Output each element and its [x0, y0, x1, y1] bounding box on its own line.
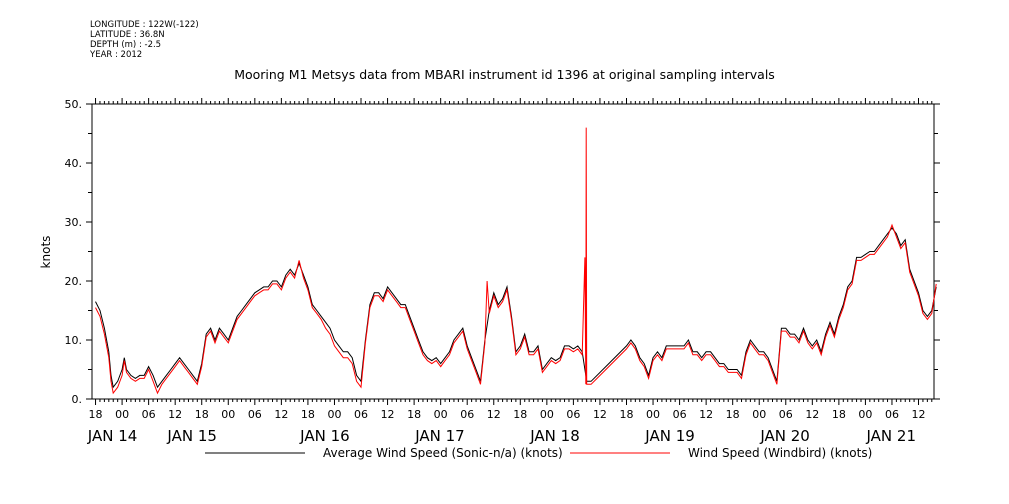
- x-tick-label: 06: [248, 408, 262, 421]
- latitude-label: LATITUDE : 36.8N: [90, 30, 165, 40]
- x-day-label: JAN 15: [166, 427, 217, 445]
- x-tick-label: 06: [354, 408, 368, 421]
- chart-title: Mooring M1 Metsys data from MBARI instru…: [234, 67, 775, 82]
- legend-label-windbird: Wind Speed (Windbird) (knots): [688, 446, 872, 460]
- x-tick-label: 18: [513, 408, 527, 421]
- x-tick-label: 00: [221, 408, 235, 421]
- x-tick-label: 18: [726, 408, 740, 421]
- x-tick-label: 00: [434, 408, 448, 421]
- x-tick-label: 00: [858, 408, 872, 421]
- x-day-label: JAN 17: [414, 427, 465, 445]
- y-tick-label: 50.: [65, 98, 83, 111]
- x-tick-label: 12: [487, 408, 501, 421]
- y-tick-labels: 0. 10. 20. 30. 40. 50.: [65, 98, 83, 406]
- legend: Average Wind Speed (Sonic-n/a) (knots) W…: [205, 446, 872, 460]
- x-tick-label: 06: [885, 408, 899, 421]
- x-tick-label: 18: [619, 408, 633, 421]
- y-tick-label: 10.: [65, 334, 83, 347]
- x-tick-label: 12: [168, 408, 182, 421]
- x-tick-label: 06: [673, 408, 687, 421]
- x-tick-label: 12: [274, 408, 288, 421]
- x-day-label: JAN 19: [644, 427, 695, 445]
- x-day-label: JAN 18: [529, 427, 580, 445]
- x-tick-label: 00: [115, 408, 129, 421]
- y-tick-label: 0.: [72, 393, 83, 406]
- x-tick-label: 18: [832, 408, 846, 421]
- series-line-average-wind-speed: [95, 227, 937, 389]
- x-day-label: JAN 14: [87, 427, 138, 445]
- x-day-label: JAN 16: [299, 427, 350, 445]
- x-tick-label: 06: [779, 408, 793, 421]
- x-tick-label: 12: [912, 408, 926, 421]
- x-tick-label: 00: [540, 408, 554, 421]
- x-tick-label: 12: [805, 408, 819, 421]
- plot-frame: [91, 103, 935, 400]
- x-tick-label: 00: [752, 408, 766, 421]
- x-tick-label: 00: [327, 408, 341, 421]
- year-label: YEAR : 2012: [90, 50, 143, 60]
- depth-label: DEPTH (m) : -2.5: [90, 40, 162, 50]
- x-tick-label: 18: [89, 408, 103, 421]
- y-tick-label: 40.: [65, 157, 83, 170]
- x-tick-label: 12: [593, 408, 607, 421]
- x-day-label: JAN 20: [759, 427, 810, 445]
- x-tick-label: 18: [407, 408, 421, 421]
- y-axis-label: knots: [39, 236, 53, 269]
- x-day-label: JAN 21: [866, 427, 917, 445]
- y-tick-label: 20.: [65, 275, 83, 288]
- x-tick-labels: 18 00 06 12 18 00 06 12 18 00 06 12 18 00 06 12 18 00 06 12…: [89, 408, 926, 421]
- x-tick-label: 06: [566, 408, 580, 421]
- x-tick-label: 18: [195, 408, 209, 421]
- axis-ticks: [86, 98, 940, 405]
- longitude-label: LONGITUDE : 122W(-122): [90, 20, 199, 30]
- x-tick-label: 12: [699, 408, 713, 421]
- series-group: [95, 127, 937, 395]
- x-tick-label: 18: [301, 408, 315, 421]
- x-tick-label: 12: [381, 408, 395, 421]
- x-tick-label: 00: [646, 408, 660, 421]
- y-tick-label: 30.: [65, 216, 83, 229]
- x-day-labels: JAN 14 JAN 15 JAN 16 JAN 17 JAN 18 JAN 19 JAN …: [87, 427, 916, 445]
- x-tick-label: 06: [460, 408, 474, 421]
- series-line-windbird-wind-speed: [95, 127, 937, 395]
- metadata-block: LONGITUDE : 122W(-122) LATITUDE : 36.8N …: [90, 20, 199, 60]
- x-tick-label: 06: [142, 408, 156, 421]
- legend-label-average: Average Wind Speed (Sonic-n/a) (knots): [323, 446, 563, 460]
